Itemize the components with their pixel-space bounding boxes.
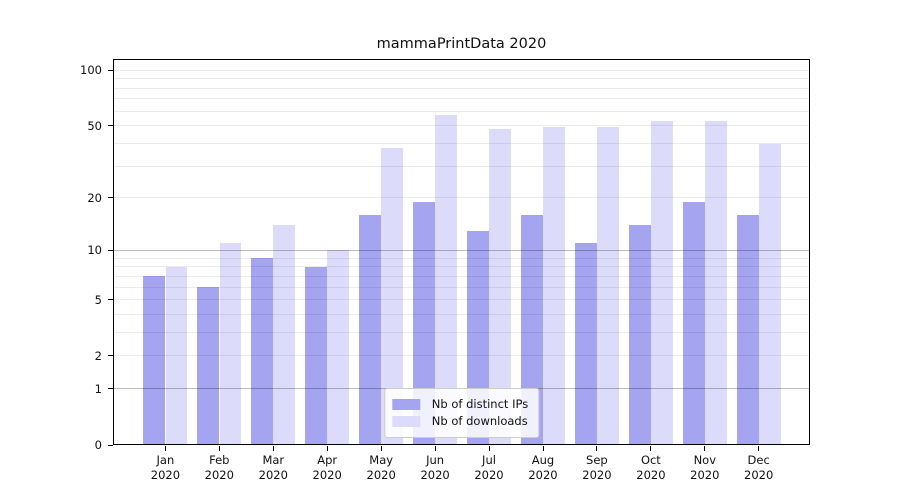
x-tick-label-sep-2020: Sep 2020 [582, 453, 612, 482]
legend-label-downloads: Nb of downloads [431, 414, 528, 428]
bar-nb-of-downloads-sep-2020 [597, 127, 619, 445]
gridline-minor-2 [113, 355, 810, 357]
bar-nb-of-distinct-ips-oct-2020 [628, 225, 651, 445]
x-tick-jun-2020 [434, 446, 436, 451]
bar-nb-of-downloads-mar-2020 [273, 225, 296, 445]
gridline-minor-90 [113, 78, 810, 80]
x-tick-label-dec-2020: Dec 2020 [744, 453, 774, 482]
bar-nb-of-distinct-ips-aug-2020 [520, 214, 543, 445]
y-tick-50 [108, 125, 113, 127]
y-tick-5 [108, 299, 113, 300]
gridline-minor-60 [113, 110, 810, 112]
y-tick-10 [108, 249, 113, 251]
x-tick-label-may-2020: May 2020 [366, 453, 396, 482]
x-tick-jan-2020 [164, 446, 166, 451]
gridline-minor-7 [113, 275, 810, 277]
x-tick-label-jan-2020: Jan 2020 [150, 453, 181, 482]
gridline-minor-4 [113, 313, 810, 315]
chart-title: mammaPrintData 2020 [376, 36, 547, 52]
x-tick-sep-2020 [596, 446, 598, 451]
y-tick-1 [108, 388, 113, 390]
bar-nb-of-downloads-aug-2020 [543, 127, 565, 445]
legend-swatch-downloads [391, 416, 420, 427]
y-tick-0 [108, 444, 113, 446]
y-tick-label-100: 100 [80, 63, 102, 78]
gridline-minor-20 [113, 197, 810, 199]
bar-nb-of-distinct-ips-nov-2020 [682, 201, 705, 445]
bar-nb-of-distinct-ips-dec-2020 [736, 214, 759, 445]
gridline-minor-3 [113, 331, 810, 333]
legend-label-distinct-ips: Nb of distinct IPs [431, 397, 529, 411]
legend-swatch-distinct-ips [391, 399, 420, 410]
legend: Nb of distinct IPs Nb of downloads [383, 388, 540, 438]
gridline-minor-80 [113, 87, 810, 89]
x-tick-feb-2020 [218, 446, 220, 451]
gridline-minor-70 [113, 98, 810, 100]
gridline-minor-6 [113, 286, 810, 288]
gridline-minor-100 [113, 69, 810, 71]
x-tick-label-jun-2020: Jun 2020 [420, 453, 450, 482]
x-tick-label-aug-2020: Aug 2020 [528, 453, 558, 482]
bar-nb-of-distinct-ips-sep-2020 [574, 243, 597, 445]
y-tick-label-2: 2 [94, 348, 102, 363]
x-tick-aug-2020 [542, 446, 544, 451]
y-tick-label-5: 5 [94, 292, 102, 307]
y-tick-label-1: 1 [94, 381, 102, 396]
y-tick-label-50: 50 [87, 118, 102, 133]
y-tick-label-0: 0 [94, 438, 102, 452]
legend-item-distinct-ips: Nb of distinct IPs [391, 397, 529, 412]
bar-nb-of-distinct-ips-jan-2020 [143, 276, 166, 445]
bar-nb-of-downloads-jan-2020 [165, 266, 188, 445]
y-tick-label-20: 20 [87, 190, 102, 205]
x-tick-may-2020 [380, 446, 382, 451]
y-tick-label-10: 10 [87, 243, 102, 258]
bar-nb-of-distinct-ips-may-2020 [359, 214, 381, 445]
gridline-minor-30 [113, 165, 810, 167]
y-tick-2 [108, 355, 113, 357]
gridline-minor-8 [113, 266, 810, 268]
x-tick-dec-2020 [758, 446, 760, 451]
legend-item-downloads: Nb of downloads [391, 414, 528, 429]
bar-nb-of-distinct-ips-apr-2020 [305, 266, 328, 445]
y-tick-100 [108, 69, 113, 71]
gridline-minor-50 [113, 125, 810, 127]
bar-nb-of-distinct-ips-feb-2020 [197, 287, 220, 445]
y-tick-20 [108, 197, 113, 199]
x-tick-label-nov-2020: Nov 2020 [690, 453, 720, 482]
gridline-major-10 [113, 249, 810, 251]
bar-nb-of-downloads-oct-2020 [651, 121, 673, 445]
x-tick-oct-2020 [650, 446, 652, 451]
gridline-minor-40 [113, 143, 810, 144]
x-tick-nov-2020 [704, 446, 706, 451]
bar-nb-of-downloads-jun-2020 [435, 115, 458, 445]
x-tick-label-apr-2020: Apr 2020 [312, 453, 342, 482]
x-tick-label-feb-2020: Feb 2020 [204, 453, 234, 482]
bar-nb-of-downloads-apr-2020 [327, 250, 350, 445]
gridline-minor-9 [113, 257, 810, 259]
bar-nb-of-distinct-ips-mar-2020 [251, 258, 274, 445]
x-tick-label-mar-2020: Mar 2020 [258, 453, 288, 482]
bar-nb-of-downloads-nov-2020 [705, 121, 727, 445]
x-tick-mar-2020 [272, 446, 274, 451]
x-tick-apr-2020 [326, 446, 328, 451]
bar-nb-of-downloads-jul-2020 [489, 129, 512, 445]
plot-area: Nb of distinct IPs Nb of downloads [113, 59, 810, 445]
x-tick-jul-2020 [488, 446, 490, 451]
x-tick-label-jul-2020: Jul 2020 [474, 453, 504, 482]
gridline-minor-5 [113, 299, 810, 300]
x-tick-label-oct-2020: Oct 2020 [636, 453, 666, 482]
bar-nb-of-distinct-ips-jun-2020 [413, 201, 435, 445]
bar-nb-of-downloads-feb-2020 [219, 243, 242, 445]
bar-nb-of-downloads-may-2020 [381, 147, 404, 445]
bar-nb-of-downloads-dec-2020 [758, 143, 781, 445]
